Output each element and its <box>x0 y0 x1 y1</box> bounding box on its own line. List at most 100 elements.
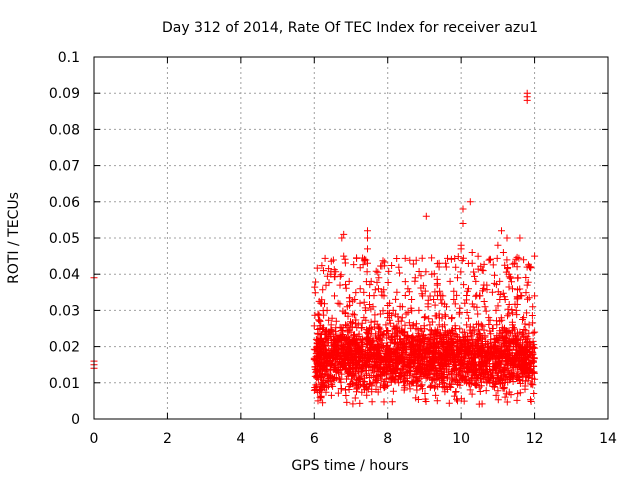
data-point <box>408 343 416 351</box>
data-point <box>395 379 403 387</box>
data-point <box>412 256 420 264</box>
data-point <box>338 370 346 378</box>
data-point <box>503 234 511 242</box>
data-point <box>326 366 334 374</box>
data-point <box>520 314 528 322</box>
data-points <box>90 89 539 408</box>
data-point <box>449 377 457 385</box>
data-point <box>483 281 491 289</box>
data-point <box>520 360 528 368</box>
data-point <box>441 321 449 329</box>
data-point <box>441 382 449 390</box>
y-tick-label: 0.01 <box>49 376 80 392</box>
data-point <box>367 318 375 326</box>
data-point <box>421 395 429 403</box>
data-point <box>371 364 379 372</box>
data-point <box>474 252 482 260</box>
data-point <box>376 383 384 391</box>
data-point <box>515 254 523 262</box>
data-point <box>322 347 330 355</box>
data-point <box>470 354 478 361</box>
data-point <box>342 284 350 292</box>
data-point <box>355 330 363 338</box>
data-point <box>393 255 401 262</box>
data-point <box>451 366 459 373</box>
data-point <box>523 281 531 289</box>
data-point <box>366 380 373 388</box>
data-point <box>452 325 460 332</box>
data-point <box>425 315 433 323</box>
data-point <box>360 298 368 306</box>
data-point <box>474 310 482 318</box>
data-point <box>417 325 425 332</box>
data-point <box>360 314 368 322</box>
data-point <box>412 394 420 402</box>
data-point <box>363 268 371 276</box>
data-point <box>409 340 417 348</box>
data-point <box>418 254 426 262</box>
data-point <box>435 349 442 357</box>
data-point <box>499 249 507 256</box>
data-point <box>330 340 338 348</box>
data-point <box>341 310 349 317</box>
x-tick-label: 2 <box>163 431 172 447</box>
data-point <box>480 366 488 374</box>
data-point <box>442 312 450 320</box>
data-point <box>457 360 465 367</box>
data-point <box>473 362 481 370</box>
data-point <box>344 372 352 380</box>
data-point <box>454 397 461 405</box>
data-point <box>494 336 501 344</box>
data-point <box>375 332 382 340</box>
data-point <box>525 329 533 337</box>
data-point <box>522 289 530 297</box>
data-point <box>369 343 377 351</box>
data-point <box>409 351 417 359</box>
data-point <box>443 303 450 311</box>
data-point <box>331 292 338 300</box>
data-point <box>430 343 438 351</box>
data-point <box>529 349 537 357</box>
data-point <box>426 292 434 300</box>
data-point <box>350 261 358 269</box>
data-point <box>343 398 351 406</box>
data-point <box>408 350 416 358</box>
data-point <box>435 263 443 271</box>
y-axis-label: ROTI / TECUs <box>6 192 22 284</box>
data-point <box>365 357 373 365</box>
data-point <box>426 357 434 365</box>
data-point <box>364 227 371 235</box>
data-point <box>438 299 446 307</box>
data-point <box>345 277 353 285</box>
data-point <box>491 378 499 386</box>
data-point <box>403 333 411 340</box>
data-point <box>334 350 342 358</box>
data-point <box>449 326 456 334</box>
data-point <box>327 270 335 278</box>
data-point <box>322 281 330 289</box>
data-point <box>509 362 517 370</box>
data-point <box>423 340 431 348</box>
data-point <box>347 346 355 354</box>
data-point <box>432 391 440 399</box>
data-point <box>408 378 416 386</box>
data-point <box>461 357 469 365</box>
data-point <box>512 255 520 263</box>
data-point <box>380 354 388 361</box>
data-point <box>338 335 346 343</box>
data-point <box>516 285 524 293</box>
data-point <box>492 355 500 363</box>
data-point <box>422 372 430 380</box>
data-point <box>474 265 482 273</box>
data-point <box>441 311 449 319</box>
data-point <box>329 373 337 381</box>
data-point <box>433 281 441 289</box>
data-point <box>398 349 405 357</box>
data-point <box>444 254 451 262</box>
data-point <box>498 334 506 342</box>
data-point <box>321 300 328 308</box>
data-point <box>478 400 486 408</box>
data-point <box>311 311 319 319</box>
data-point <box>409 260 417 268</box>
